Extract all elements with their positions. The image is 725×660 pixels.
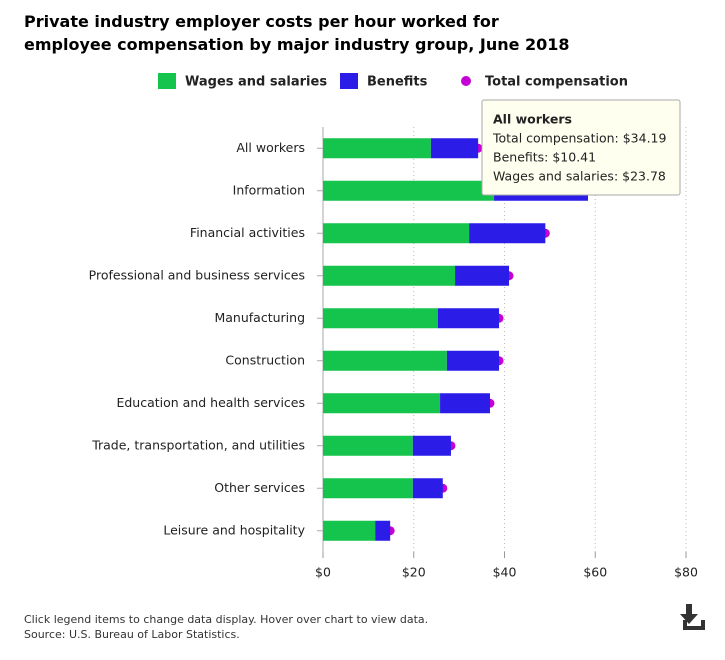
tooltip: All workers Total compensation: $34.19 B… bbox=[481, 99, 681, 196]
y-tick-label: Other services bbox=[214, 480, 305, 495]
y-tick-label: Leisure and hospitality bbox=[163, 522, 305, 537]
download-button[interactable] bbox=[680, 604, 705, 630]
bar-segment bbox=[412, 435, 451, 456]
bar-segment bbox=[412, 478, 443, 499]
bar-segment bbox=[469, 223, 546, 244]
bar-segment bbox=[455, 265, 510, 286]
y-tick-label: Construction bbox=[225, 352, 305, 367]
bar-segment bbox=[437, 308, 500, 329]
legend-marker[interactable] bbox=[461, 76, 471, 86]
bar-segment bbox=[323, 350, 447, 371]
x-tick-label: $80 bbox=[674, 565, 698, 580]
y-tick-label: Financial activities bbox=[190, 225, 305, 240]
y-tick-label: Information bbox=[233, 182, 305, 197]
legend-label[interactable]: Benefits bbox=[367, 75, 428, 90]
bar-segment bbox=[323, 478, 413, 499]
legend-label[interactable]: Wages and salaries bbox=[185, 75, 327, 90]
x-tick-label: $60 bbox=[583, 565, 607, 580]
bar-segment bbox=[323, 138, 431, 159]
tooltip-box bbox=[481, 99, 681, 196]
source: Source: U.S. Bureau of Labor Statistics. bbox=[24, 628, 240, 641]
bar-segment bbox=[375, 520, 391, 541]
y-tick-label: All workers bbox=[236, 140, 305, 155]
tooltip-line: Wages and salaries: $23.78 bbox=[493, 169, 666, 184]
legend-marker[interactable] bbox=[158, 73, 176, 89]
bar-segment bbox=[440, 393, 490, 414]
x-tick-label: $20 bbox=[402, 565, 426, 580]
chart-title: Private industry employer costs per hour… bbox=[24, 12, 570, 54]
x-tick-label: $0 bbox=[315, 565, 331, 580]
note: Click legend items to change data displa… bbox=[24, 613, 428, 626]
bar-segment bbox=[323, 265, 456, 286]
y-tick-label: Manufacturing bbox=[214, 310, 305, 325]
bar-segment bbox=[323, 308, 438, 329]
legend-marker[interactable] bbox=[340, 73, 358, 89]
bar-segment bbox=[323, 180, 495, 201]
y-tick-label: Professional and business services bbox=[89, 267, 305, 282]
bar-segment bbox=[446, 350, 500, 371]
tooltip-title: All workers bbox=[493, 112, 572, 127]
tooltip-line: Benefits: $10.41 bbox=[493, 150, 596, 165]
tooltip-line: Total compensation: $34.19 bbox=[492, 131, 666, 146]
bar-segment bbox=[323, 223, 470, 244]
bar-segment bbox=[323, 393, 441, 414]
y-tick-label: Education and health services bbox=[116, 395, 305, 410]
x-tick-label: $40 bbox=[493, 565, 517, 580]
bar-segment bbox=[323, 435, 413, 456]
legend-label[interactable]: Total compensation bbox=[485, 75, 628, 90]
bar-segment bbox=[430, 138, 479, 159]
bar-segment bbox=[323, 520, 376, 541]
y-tick-label: Trade, transportation, and utilities bbox=[91, 437, 305, 452]
